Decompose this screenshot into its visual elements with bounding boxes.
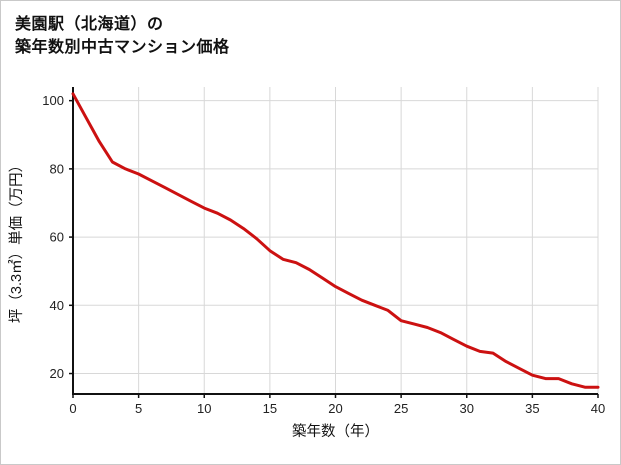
plot-area: 20 40 60 80 100 0 5 10 15 20 25 30 35 40 築年数（年） 坪（3.3㎡）… bbox=[1, 71, 620, 464]
y-tick-label: 40 bbox=[50, 298, 64, 313]
x-tick-label: 5 bbox=[135, 401, 142, 416]
y-tick-label: 60 bbox=[50, 230, 64, 245]
x-tick-label: 35 bbox=[525, 401, 539, 416]
x-axis-label: 築年数（年） bbox=[292, 422, 379, 440]
x-tick-label: 20 bbox=[328, 401, 342, 416]
y-tick-label: 80 bbox=[50, 161, 64, 176]
chart-title: 美園駅（北海道）の 築年数別中古マンション価格 bbox=[1, 1, 620, 59]
x-tick-label: 40 bbox=[591, 401, 605, 416]
chart-title-line2: 築年数別中古マンション価格 bbox=[15, 39, 230, 57]
chart-title-line1: 美園駅（北海道）の bbox=[15, 16, 164, 33]
y-tick-label: 100 bbox=[42, 93, 64, 108]
x-tick-label: 25 bbox=[394, 401, 408, 416]
price-line bbox=[71, 92, 600, 389]
x-tick-label: 0 bbox=[69, 401, 76, 416]
y-tick-label: 20 bbox=[50, 366, 64, 381]
y-axis-label: 坪（3.3㎡）単価（万円） bbox=[8, 158, 25, 323]
x-tick-label: 10 bbox=[197, 401, 211, 416]
x-tick-label: 30 bbox=[460, 401, 474, 416]
x-tick-label: 15 bbox=[263, 401, 277, 416]
plot-svg: 20 40 60 80 100 0 5 10 15 20 25 30 35 40 築年数（年） 坪（3.3㎡）… bbox=[8, 87, 605, 440]
